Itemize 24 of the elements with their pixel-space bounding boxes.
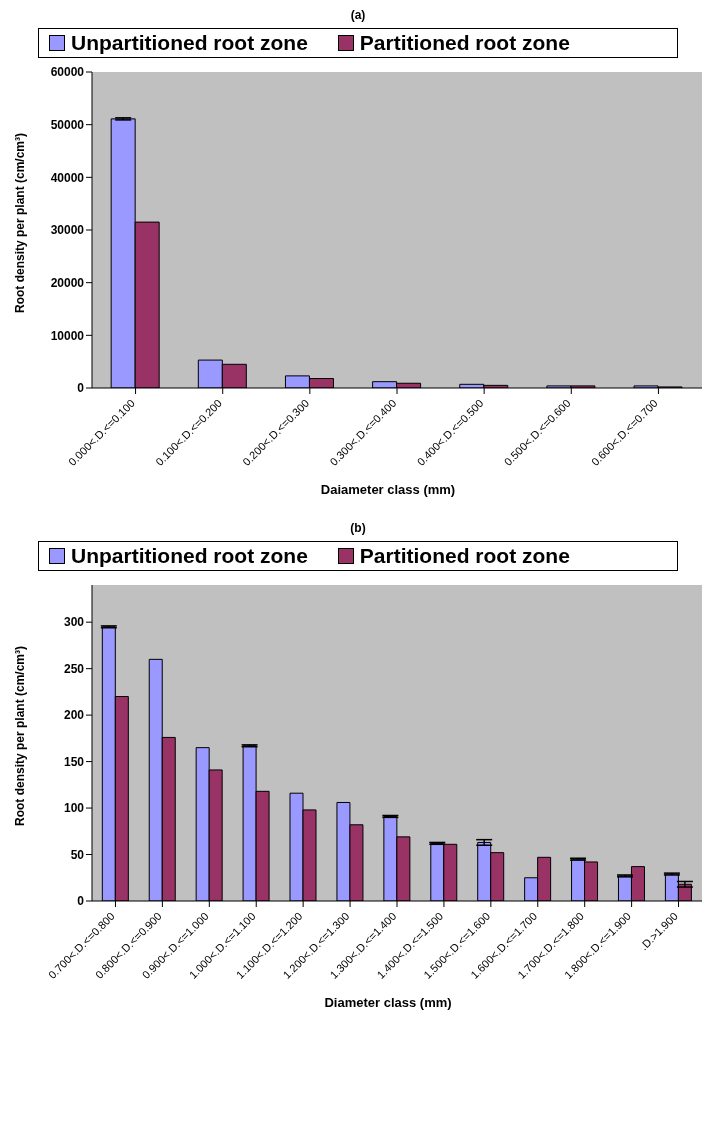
y-tick-label: 150: [63, 754, 85, 769]
y-tick-label: 50: [70, 847, 85, 862]
chart-title: (b): [349, 521, 367, 535]
legend-label: Partitioned root zone: [358, 31, 570, 55]
y-tick-label: 200: [63, 708, 85, 723]
y-tick-label: 30000: [50, 223, 85, 238]
legend-label: Unpartitioned root zone: [70, 31, 308, 55]
y-tick-label: 250: [63, 661, 85, 676]
chart-title: (a): [349, 8, 367, 22]
y-axis-title: Root density per plant (cm/cm³): [13, 645, 27, 827]
y-tick-label: 50000: [50, 117, 85, 132]
y-tick-label: 0: [77, 381, 85, 396]
x-axis-title: Diameter class (mm): [323, 995, 453, 1010]
y-tick-label: 0: [77, 894, 85, 909]
y-tick-label: 10000: [50, 328, 85, 343]
y-axis-title: Root density per plant (cm/cm³): [13, 132, 27, 314]
y-tick-label: 60000: [50, 65, 85, 80]
legend-label: Unpartitioned root zone: [70, 544, 308, 568]
legend-label: Partitioned root zone: [358, 544, 570, 568]
y-tick-label: 20000: [50, 275, 85, 290]
x-axis-title: Daiameter class (mm): [319, 482, 457, 497]
y-tick-label: 100: [63, 801, 85, 816]
y-tick-label: 300: [63, 615, 85, 630]
y-tick-label: 40000: [50, 170, 85, 185]
